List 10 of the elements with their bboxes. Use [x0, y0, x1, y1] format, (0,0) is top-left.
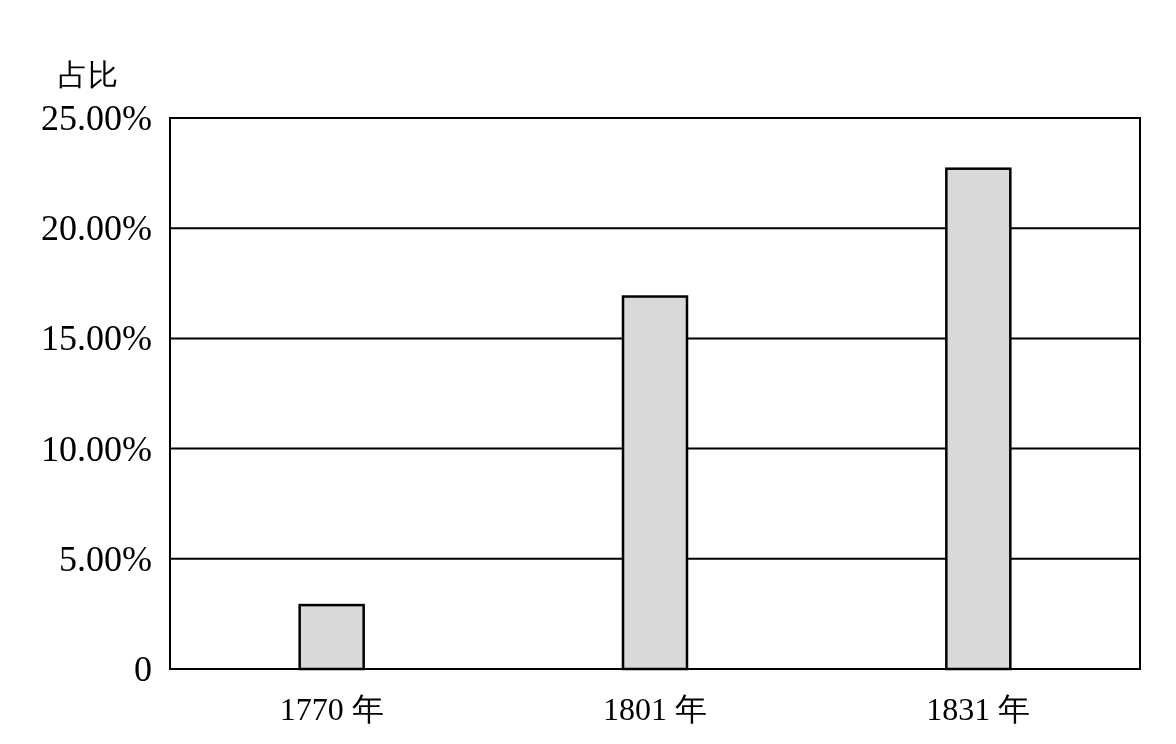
y-tick-label: 15.00%	[41, 318, 152, 359]
y-axis-title: 占比	[58, 57, 118, 91]
y-tick-label: 10.00%	[41, 428, 152, 469]
x-tick-label: 1801 年	[603, 691, 707, 727]
y-tick-label: 20.00%	[41, 208, 152, 249]
x-tick-label: 1831 年	[926, 691, 1031, 727]
y-tick-label: 0	[134, 649, 152, 689]
y-tick-label: 25.00%	[41, 98, 152, 138]
y-tick-label: 5.00%	[59, 538, 152, 579]
x-tick-label: 1770 年	[279, 691, 384, 727]
